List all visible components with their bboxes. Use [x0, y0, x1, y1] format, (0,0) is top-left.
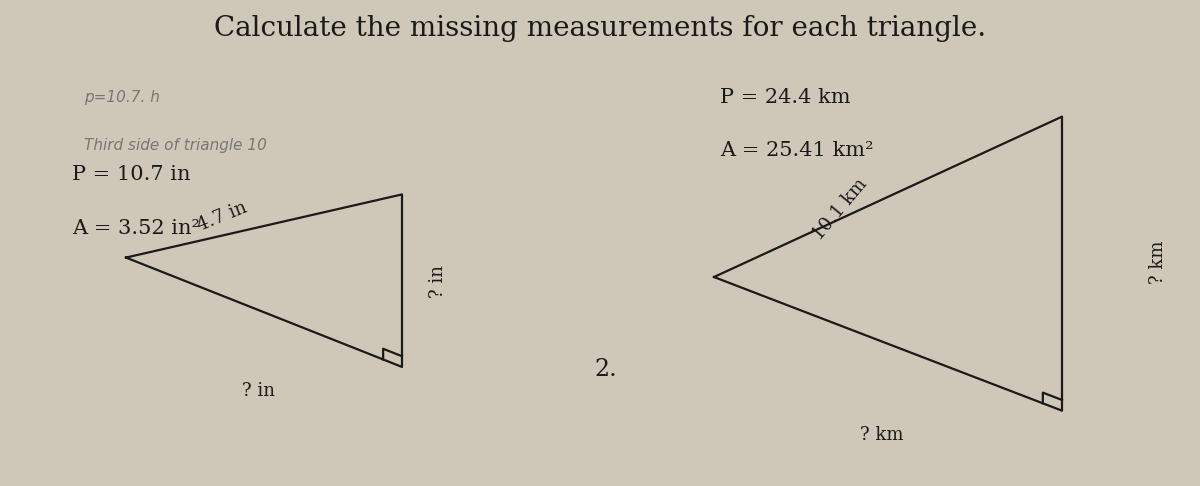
Text: ? in: ? in: [430, 265, 446, 298]
Text: P = 10.7 in: P = 10.7 in: [72, 165, 191, 185]
Text: 4.7 in: 4.7 in: [194, 198, 250, 234]
Text: ? in: ? in: [241, 382, 275, 400]
Text: ? km: ? km: [860, 426, 904, 444]
Text: 2.: 2.: [595, 358, 617, 381]
Text: 10.1 km: 10.1 km: [809, 175, 871, 243]
Text: P = 24.4 km: P = 24.4 km: [720, 87, 851, 107]
Text: A = 25.41 km²: A = 25.41 km²: [720, 141, 874, 160]
Text: Calculate the missing measurements for each triangle.: Calculate the missing measurements for e…: [214, 15, 986, 42]
Text: A = 3.52 in²: A = 3.52 in²: [72, 219, 200, 238]
Text: Third side of triangle 10: Third side of triangle 10: [84, 139, 266, 153]
Text: p=10.7. h: p=10.7. h: [84, 90, 160, 104]
Text: ? km: ? km: [1150, 241, 1166, 284]
